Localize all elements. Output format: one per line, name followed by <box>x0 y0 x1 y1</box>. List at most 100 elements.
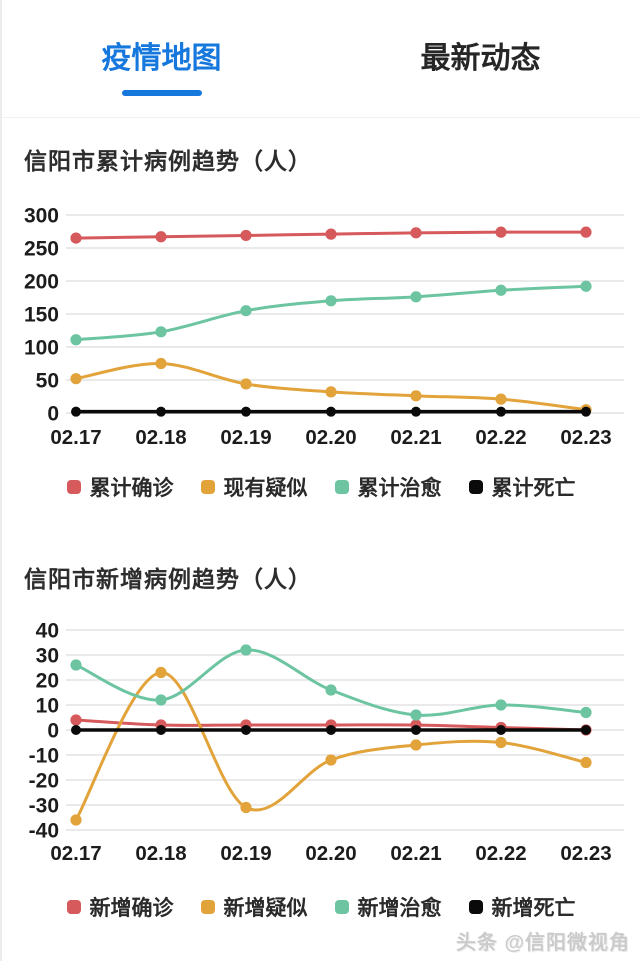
x-axis-tick-label: 02.22 <box>475 426 526 449</box>
series-line-2 <box>74 284 588 342</box>
legend-item[interactable]: 累计治愈 <box>334 472 442 502</box>
y-axis-tick-label: 200 <box>24 271 59 294</box>
data-point[interactable] <box>71 406 81 417</box>
data-point[interactable] <box>241 406 251 417</box>
new-cases-chart-title: 信阳市新增病例趋势（人） <box>24 566 312 592</box>
data-point[interactable] <box>326 406 336 417</box>
legend-label: 现有疑似 <box>223 477 308 500</box>
legend-item[interactable]: 新增死亡 <box>468 892 576 922</box>
data-point[interactable] <box>240 229 252 242</box>
legend-label: 累计死亡 <box>491 477 576 500</box>
data-point[interactable] <box>325 295 337 307</box>
y-axis-tick-label: 150 <box>24 304 59 327</box>
data-point[interactable] <box>580 756 592 769</box>
data-point[interactable] <box>410 291 422 303</box>
data-point[interactable] <box>580 280 592 292</box>
data-point[interactable] <box>411 406 421 417</box>
data-point[interactable] <box>410 709 422 721</box>
legend-swatch <box>468 480 483 494</box>
x-axis-tick-label: 02.20 <box>305 842 356 865</box>
legend-swatch <box>66 900 81 914</box>
legend-label: 新增确诊 <box>89 897 174 920</box>
legend-item[interactable]: 现有疑似 <box>200 472 308 502</box>
tab-bar: 疫情地图 最新动态 <box>2 0 640 118</box>
data-point[interactable] <box>496 406 506 417</box>
x-axis-tick-label: 02.17 <box>50 426 101 449</box>
data-point[interactable] <box>70 232 82 244</box>
data-point[interactable] <box>325 228 337 240</box>
x-axis-tick-label: 02.23 <box>560 842 611 865</box>
data-point[interactable] <box>496 725 506 735</box>
legend-item[interactable]: 累计确诊 <box>66 472 174 502</box>
y-axis-tick-label: -10 <box>29 745 59 768</box>
y-axis-tick-label: -30 <box>29 795 59 818</box>
data-point[interactable] <box>495 284 507 296</box>
legend-label: 累计确诊 <box>89 477 174 500</box>
watermark-text: 头条 @信阳微视角 <box>455 932 630 954</box>
data-point[interactable] <box>495 393 507 405</box>
legend-item[interactable]: 新增疑似 <box>200 892 308 922</box>
data-point[interactable] <box>155 231 167 243</box>
cumulative-chart-legend: 累计确诊 现有疑似 累计治愈 累计死亡 <box>2 472 640 502</box>
legend-item[interactable]: 新增确诊 <box>66 892 174 922</box>
data-point[interactable] <box>240 644 252 656</box>
data-point[interactable] <box>410 390 422 402</box>
y-axis-tick-label: 250 <box>24 238 59 261</box>
data-point[interactable] <box>240 378 252 390</box>
data-point[interactable] <box>156 725 166 735</box>
data-point[interactable] <box>325 386 337 398</box>
data-point[interactable] <box>155 666 167 679</box>
data-point[interactable] <box>155 694 167 706</box>
data-point[interactable] <box>325 684 337 696</box>
y-axis-tick-label: 100 <box>24 337 59 360</box>
y-axis-tick-label: 40 <box>36 620 59 643</box>
data-point[interactable] <box>411 725 421 735</box>
new-cases-chart-legend: 新增确诊 新增疑似 新增治愈 新增死亡 <box>2 892 640 922</box>
legend-label: 新增治愈 <box>357 897 442 920</box>
x-axis-tick-label: 02.19 <box>220 842 271 865</box>
legend-label: 新增疑似 <box>223 897 308 920</box>
tab-latest-news[interactable]: 最新动态 <box>321 0 640 117</box>
tab-epidemic-map-label: 疫情地图 <box>101 42 222 75</box>
data-point[interactable] <box>240 801 252 814</box>
y-axis-tick-label: 20 <box>36 670 59 693</box>
legend-item[interactable]: 新增治愈 <box>334 892 442 922</box>
cumulative-chart-title: 信阳市累计病例趋势（人） <box>24 148 312 174</box>
data-point[interactable] <box>495 736 507 749</box>
legend-swatch <box>66 480 81 494</box>
x-axis-tick-label: 02.23 <box>560 426 611 449</box>
y-axis-tick-label: 300 <box>24 205 59 228</box>
data-point[interactable] <box>70 334 82 346</box>
data-point[interactable] <box>495 226 507 238</box>
data-point[interactable] <box>70 373 82 385</box>
x-axis-tick-label: 02.21 <box>390 842 441 865</box>
data-point[interactable] <box>581 725 591 735</box>
data-point[interactable] <box>581 406 591 417</box>
data-point[interactable] <box>580 226 592 238</box>
data-point[interactable] <box>326 725 336 735</box>
x-axis-tick-label: 02.17 <box>50 842 101 865</box>
data-point[interactable] <box>70 714 82 726</box>
data-point[interactable] <box>325 754 337 766</box>
data-point[interactable] <box>71 725 81 735</box>
data-point[interactable] <box>156 406 166 417</box>
data-point[interactable] <box>70 659 82 671</box>
data-point[interactable] <box>410 739 422 751</box>
tab-epidemic-map[interactable]: 疫情地图 <box>2 0 321 117</box>
legend-swatch <box>334 900 349 914</box>
data-point[interactable] <box>580 706 592 719</box>
y-axis-tick-label: -20 <box>29 770 59 793</box>
data-point[interactable] <box>240 305 252 317</box>
legend-swatch <box>200 900 215 914</box>
data-point[interactable] <box>495 699 507 711</box>
data-point[interactable] <box>155 326 167 338</box>
cumulative-cases-line-chart[interactable]: 300 250 200 150 100 50 002.17 02.18 02.19 02.20 02… <box>2 196 640 458</box>
data-point[interactable] <box>410 227 422 239</box>
legend-item[interactable]: 累计死亡 <box>468 472 576 502</box>
data-point[interactable] <box>241 725 251 735</box>
data-point[interactable] <box>155 357 167 370</box>
data-point[interactable] <box>70 814 82 826</box>
y-axis-tick-label: 50 <box>36 370 59 393</box>
